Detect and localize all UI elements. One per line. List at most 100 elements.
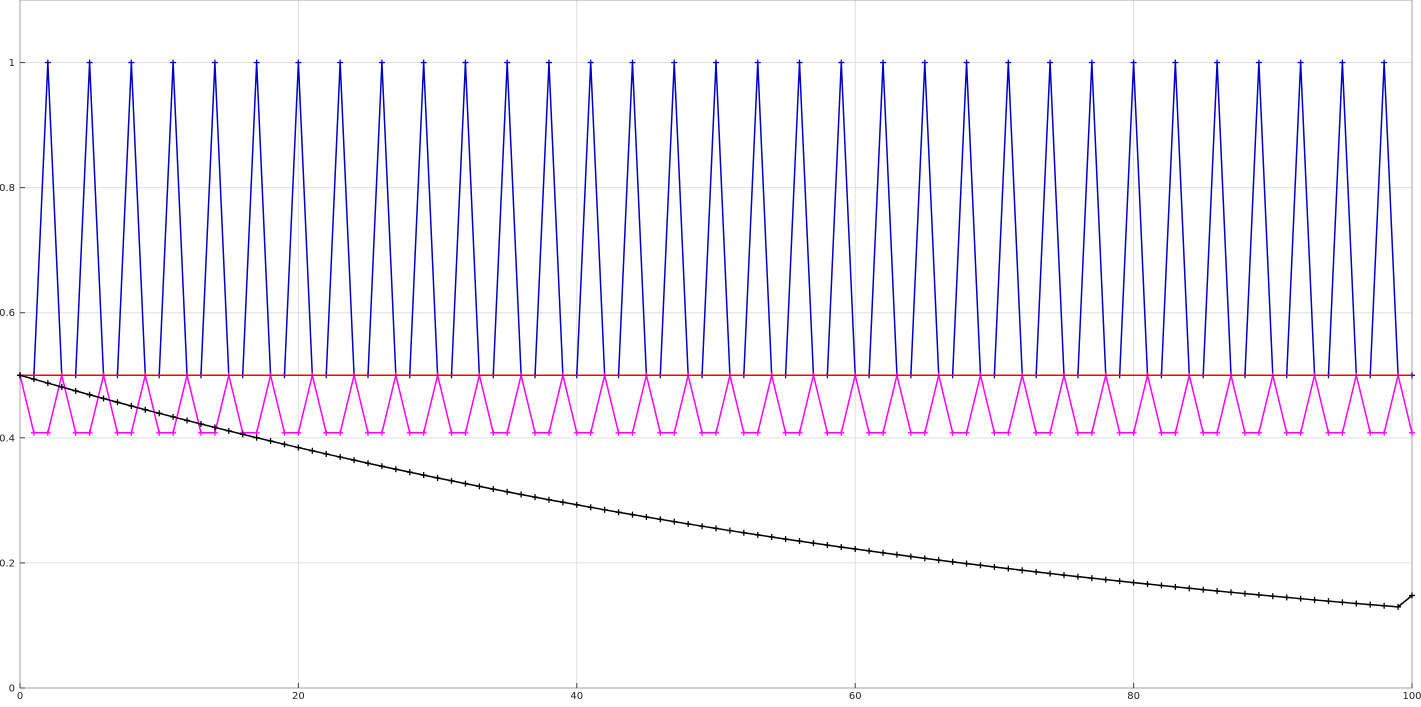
data-point	[309, 447, 316, 454]
axes	[19, 0, 1413, 689]
data-point	[1255, 591, 1262, 598]
data-point	[44, 59, 51, 66]
data-point	[657, 516, 664, 523]
data-point	[1325, 429, 1332, 436]
data-point	[1158, 429, 1165, 436]
data-point	[337, 59, 344, 66]
data-point	[671, 518, 678, 525]
y-tick-label: 1	[9, 58, 15, 69]
data-point	[1241, 429, 1248, 436]
data-point	[754, 59, 761, 66]
data-point	[601, 506, 608, 513]
data-point	[587, 429, 594, 436]
data-point	[824, 429, 831, 436]
data-point	[462, 480, 469, 487]
data-point	[838, 429, 845, 436]
data-point	[615, 429, 622, 436]
data-point	[392, 466, 399, 473]
data-point	[490, 429, 497, 436]
x-tick-label: 100	[1402, 691, 1421, 702]
data-point	[1283, 594, 1290, 601]
y-tick-label: 0	[9, 684, 15, 695]
data-point	[699, 523, 706, 530]
x-tick-label: 20	[292, 691, 305, 702]
data-point	[337, 429, 344, 436]
data-point	[907, 429, 914, 436]
data-point	[1255, 429, 1262, 436]
data-point	[545, 496, 552, 503]
data-point	[44, 380, 51, 387]
data-point	[1130, 429, 1137, 436]
data-point	[1088, 59, 1095, 66]
x-tick-label: 80	[1127, 691, 1140, 702]
data-point	[1297, 429, 1304, 436]
data-point	[629, 429, 636, 436]
y-tick-label: 0.4	[0, 433, 15, 444]
data-point	[1381, 59, 1388, 66]
data-point	[754, 429, 761, 436]
data-point	[1214, 59, 1221, 66]
tick-labels: 0 20 40 60 80 100 0 0.2 0.4 0.6 0.8 1	[0, 58, 1421, 702]
data-point	[462, 59, 469, 66]
data-point	[1047, 570, 1054, 577]
plot-background	[20, 0, 1412, 688]
data-point	[824, 542, 831, 549]
data-point	[1005, 59, 1012, 66]
data-point	[1172, 583, 1179, 590]
data-point	[504, 488, 511, 495]
data-point	[156, 429, 163, 436]
data-point	[86, 391, 93, 398]
data-point	[1186, 585, 1193, 592]
data-point	[1074, 573, 1081, 580]
data-point	[17, 372, 23, 379]
data-point	[267, 438, 274, 445]
data-point	[782, 536, 789, 543]
data-point	[420, 429, 427, 436]
data-point	[838, 59, 845, 66]
data-point	[1005, 429, 1012, 436]
data-point	[504, 59, 511, 66]
data-point	[1088, 429, 1095, 436]
data-series	[17, 59, 1415, 610]
data-point	[1214, 429, 1221, 436]
data-point	[281, 441, 288, 448]
data-point	[211, 429, 218, 436]
data-point	[1214, 587, 1221, 594]
y-tick-label: 0.6	[0, 308, 15, 319]
y-tick-label: 0.8	[0, 183, 15, 194]
data-point	[1228, 589, 1235, 596]
data-point	[587, 504, 594, 511]
x-tick-label: 60	[849, 691, 862, 702]
data-point	[1019, 567, 1026, 574]
data-point	[86, 429, 93, 436]
data-point	[434, 474, 441, 481]
data-point	[629, 511, 636, 518]
data-point	[643, 514, 650, 521]
data-point	[295, 59, 302, 66]
data-point	[699, 429, 706, 436]
data-point	[921, 429, 928, 436]
data-point	[1061, 572, 1067, 579]
data-point	[211, 59, 218, 66]
data-point	[128, 59, 135, 66]
data-point	[156, 410, 163, 417]
data-point	[1088, 575, 1095, 582]
data-point	[114, 429, 121, 436]
data-point	[866, 547, 873, 554]
data-point	[1325, 598, 1332, 605]
data-point	[615, 509, 622, 516]
data-point	[281, 429, 288, 436]
data-point	[1353, 600, 1360, 607]
data-point	[295, 444, 302, 451]
data-point	[713, 429, 719, 436]
data-point	[490, 486, 497, 493]
data-point	[1033, 429, 1040, 436]
data-point	[1297, 59, 1304, 66]
data-point	[1381, 602, 1388, 609]
data-point	[170, 429, 177, 436]
data-point	[504, 429, 511, 436]
plot-frame	[19, 0, 1413, 689]
y-tick-label: 0.2	[0, 558, 15, 569]
data-point	[1074, 429, 1081, 436]
data-point	[323, 450, 330, 457]
